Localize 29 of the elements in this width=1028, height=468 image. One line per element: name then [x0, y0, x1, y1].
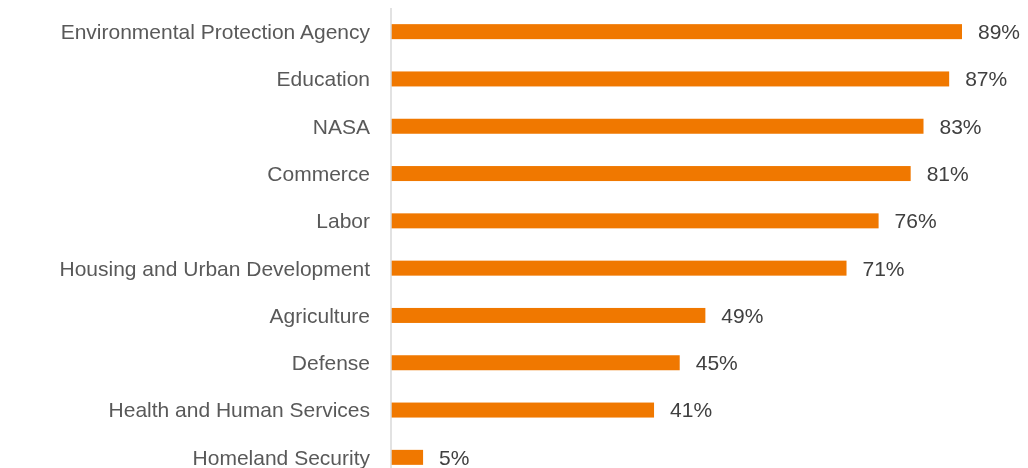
y-tick-label: NASA: [312, 114, 370, 138]
data-label: 83%: [939, 114, 982, 138]
y-tick-label: Defense: [291, 351, 370, 375]
y-tick-label: Housing and Urban Development: [59, 256, 371, 280]
y-tick-label: Commerce: [267, 161, 370, 185]
bar: [391, 166, 911, 182]
y-tick-label: Environmental Protection Agency: [60, 20, 371, 43]
y-tick-label: Labor: [316, 209, 370, 233]
data-label: 89%: [978, 20, 1021, 43]
data-label: 71%: [862, 256, 905, 280]
bar: [391, 71, 950, 87]
y-tick-label: Health and Human Services: [108, 398, 370, 422]
data-label: 5%: [439, 445, 470, 468]
y-tick-label: Education: [276, 67, 370, 91]
data-label: 76%: [894, 209, 937, 233]
data-label: 81%: [926, 161, 969, 185]
data-label: 87%: [965, 67, 1008, 91]
y-tick-label: Agriculture: [269, 303, 370, 327]
bar: [391, 449, 424, 465]
bar: [391, 260, 847, 276]
bar: [391, 355, 680, 371]
bar: [391, 24, 962, 40]
data-label: 45%: [695, 351, 738, 375]
bar: [391, 307, 706, 323]
bar: [391, 118, 924, 134]
data-label: 49%: [721, 303, 764, 327]
data-label: 41%: [670, 398, 713, 422]
bar: [391, 402, 655, 418]
bar: [391, 213, 879, 229]
